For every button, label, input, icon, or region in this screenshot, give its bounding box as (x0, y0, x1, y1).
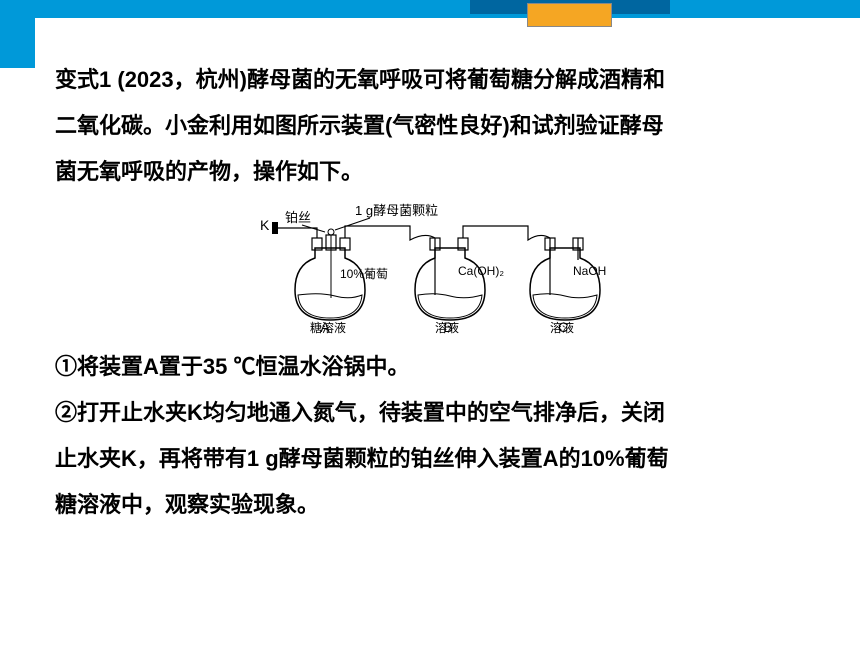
step-2c: 糖溶液中，观察实验现象。 (55, 483, 805, 527)
yeast-label: 1 g酵母菌颗粒 (355, 203, 438, 218)
content-area: 变式1 (2023，杭州)酵母菌的无氧呼吸可将葡萄糖分解成酒精和 二氧化碳。小金… (0, 18, 860, 527)
flask-c-letter: C (558, 319, 568, 335)
flask-a-liquid-1: 10%葡萄 (340, 267, 388, 281)
step-1: ①将装置A置于35 ℃恒温水浴锅中。 (55, 345, 805, 389)
flask-c (530, 238, 600, 320)
flask-b-letter: B (443, 319, 452, 335)
question-prefix: 变式1 (55, 67, 111, 92)
step-2a: ②打开止水夹K均匀地通入氮气，待装置中的空气排净后，关闭 (55, 391, 805, 435)
header-bar (0, 0, 860, 18)
intro-line-1: 酵母菌的无氧呼吸可将葡萄糖分解成酒精和 (247, 67, 665, 92)
intro-line-3: 菌无氧呼吸的产物，操作如下。 (55, 150, 805, 194)
flask-b-liquid-1: Ca(OH)₂ (458, 264, 504, 278)
apparatus-diagram: K 铂丝 1 g酵母菌颗粒 10%葡萄 糖溶液 A Ca(OH)₂ 溶液 B (55, 200, 805, 335)
header-accent-box (527, 3, 612, 27)
wire-label: 铂丝 (285, 210, 311, 225)
intro-line-2: 二氧化碳。小金利用如图所示装置(气密性良好)和试剂验证酵母 (55, 104, 805, 148)
question-source: (2023，杭州) (117, 67, 247, 92)
flask-a-letter: A (320, 319, 330, 335)
valve-label: K (260, 217, 270, 233)
intro-paragraph: 变式1 (2023，杭州)酵母菌的无氧呼吸可将葡萄糖分解成酒精和 (55, 58, 805, 102)
side-bar (0, 18, 35, 68)
flask-c-liquid-1: NaOH (573, 264, 606, 278)
step-2b: 止水夹K，再将带有1 g酵母菌颗粒的铂丝伸入装置A的10%葡萄 (55, 437, 805, 481)
diagram-svg: K 铂丝 1 g酵母菌颗粒 10%葡萄 糖溶液 A Ca(OH)₂ 溶液 B (240, 200, 620, 335)
